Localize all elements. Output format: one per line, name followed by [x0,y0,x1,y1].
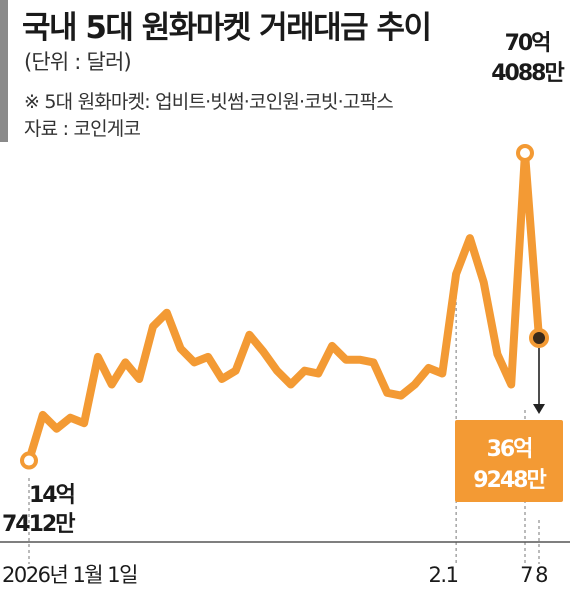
x-tick-label-3: 8 [535,563,547,587]
end-label-line2: 9248만 [473,468,546,493]
x-tick-labels: 2026년 1월 1일 2.1 7 8 [2,563,549,587]
start-marker [20,451,38,470]
series-line [25,149,543,465]
end-arrow-head [533,404,545,414]
series-points [29,153,539,461]
start-label-line2: 7412만 [2,512,75,537]
unit-label: (단위 : 달러) [24,50,132,74]
end-marker [529,327,549,348]
header-accent-bar [0,0,8,142]
end-label-line1: 36억 [487,437,532,462]
peak-marker [516,143,534,162]
annotations: 14억 7412만 70억 4088만 36억 9248만 [2,31,566,537]
chart-title: 국내 5대 원화마켓 거래대금 추이 [22,10,432,46]
peak-label-line1: 70억 [505,31,550,56]
footnote: ※ 5대 원화마켓: 업비트·빗썸·코인원·코빗·고팍스 [24,91,394,113]
start-label-line1: 14억 [29,483,74,508]
end-callout-box [455,420,563,502]
peak-label-line2: 4088만 [491,61,564,86]
x-tick-label-0: 2026년 1월 1일 [2,563,137,587]
x-tick-label-1: 2.1 [429,563,458,587]
x-tick-label-2: 7 [520,563,532,587]
source-label: 자료 : 코인게코 [24,118,141,140]
